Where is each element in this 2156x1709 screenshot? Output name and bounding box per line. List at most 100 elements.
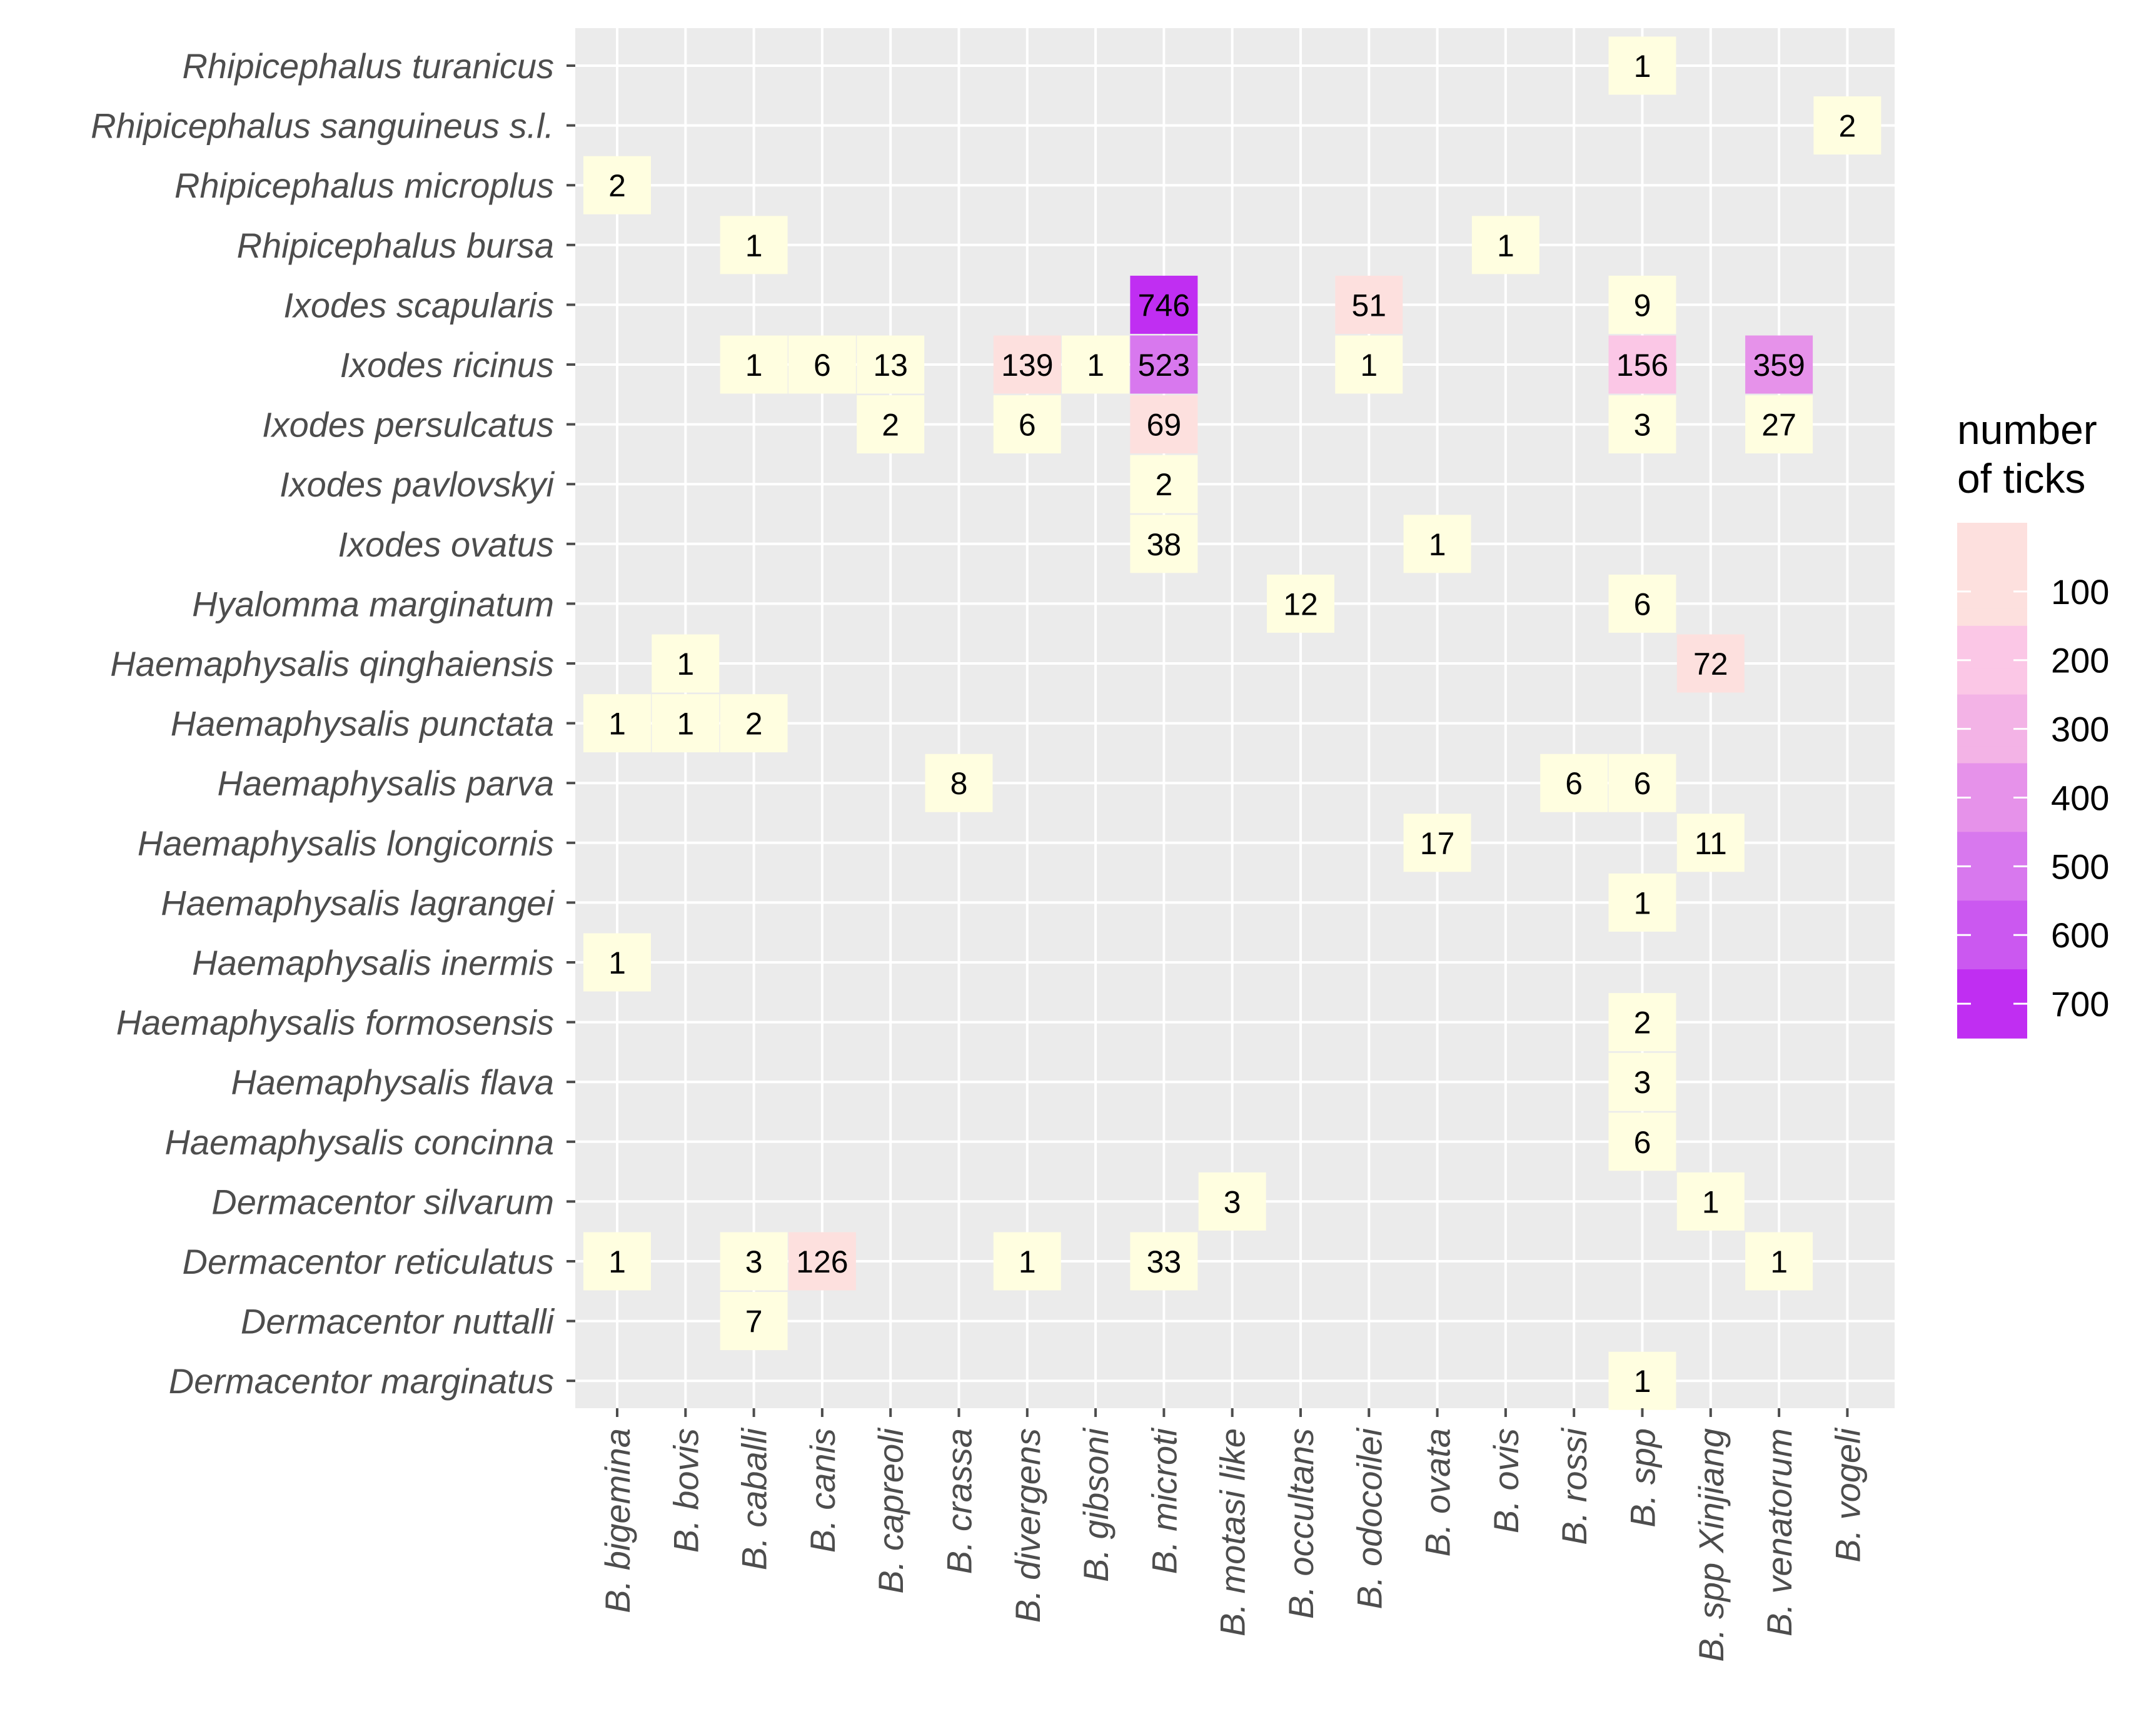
y-tick-label: Dermacentor silvarum xyxy=(211,1182,554,1221)
legend-color-step xyxy=(1957,789,2027,799)
legend-color-step xyxy=(1957,720,2027,730)
cell-value-label: 1 xyxy=(608,945,626,981)
cell-value-label: 27 xyxy=(1761,408,1796,443)
legend-color-step xyxy=(1957,977,2027,987)
cell-fill xyxy=(583,933,651,992)
legend-color-step xyxy=(1957,935,2027,944)
heatmap-cell: 1 xyxy=(1403,515,1471,573)
cell-fill xyxy=(788,1232,856,1291)
legend-color-step xyxy=(1957,712,2027,721)
heatmap-cell: 17 xyxy=(1403,814,1471,872)
legend-color-step xyxy=(1957,677,2027,687)
y-tick-label: Haemaphysalis lagrangei xyxy=(161,883,555,922)
heatmap-cell: 2 xyxy=(1608,993,1676,1052)
legend-color-step xyxy=(1957,763,2027,773)
heatmap-cell: 8 xyxy=(925,754,993,812)
heatmap-cell: 6 xyxy=(993,395,1061,454)
y-tick-label: Haemaphysalis qinghaiensis xyxy=(110,644,554,683)
cell-value-label: 1 xyxy=(1634,1364,1651,1399)
heatmap-cell: 1 xyxy=(583,933,651,992)
legend-color-step xyxy=(1957,617,2027,627)
cell-fill xyxy=(1130,515,1198,573)
cell-fill xyxy=(1540,754,1608,812)
legend-color-step xyxy=(1957,849,2027,859)
cell-value-label: 1 xyxy=(677,707,694,742)
cell-value-label: 1 xyxy=(1497,228,1514,263)
heatmap-cell: 1 xyxy=(1676,1172,1745,1231)
legend-color-step xyxy=(1957,780,2027,790)
cell-fill xyxy=(1608,36,1676,95)
cell-value-label: 9 xyxy=(1634,288,1651,323)
heatmap-cell: 1 xyxy=(993,1232,1061,1291)
heatmap-cell: 7 xyxy=(720,1292,788,1351)
x-tick-label: B. caballi xyxy=(735,1427,774,1570)
heatmap-cell: 1 xyxy=(1062,335,1130,394)
legend-color-step xyxy=(1957,694,2027,704)
cell-fill xyxy=(1745,395,1813,454)
cell-value-label: 746 xyxy=(1138,288,1190,323)
legend-color-step xyxy=(1957,875,2027,884)
heatmap-cell: 51 xyxy=(1335,275,1403,334)
heatmap-cell: 1 xyxy=(1471,216,1539,275)
x-tick-label: B. motasi like xyxy=(1213,1428,1252,1636)
heatmap-cell: 156 xyxy=(1608,335,1676,394)
cell-fill xyxy=(652,634,720,693)
cell-value-label: 6 xyxy=(1634,766,1651,801)
cell-fill xyxy=(720,216,788,275)
cell-value-label: 72 xyxy=(1693,647,1728,682)
legend-color-step xyxy=(1957,917,2027,927)
cell-fill xyxy=(1608,1351,1676,1410)
legend-color-step xyxy=(1957,866,2027,875)
heatmap-cell: 38 xyxy=(1130,515,1198,573)
y-tick-label: Haemaphysalis flava xyxy=(231,1062,554,1102)
heatmap-cell: 6 xyxy=(1608,574,1676,633)
legend-color-step xyxy=(1957,952,2027,962)
y-axis: Rhipicephalus turanicus Rhipicephalus san… xyxy=(91,46,575,1401)
legend-color-step xyxy=(1957,737,2027,747)
legend-color-step xyxy=(1957,608,2027,618)
cell-fill xyxy=(1608,754,1676,812)
x-tick-label: B. ovata xyxy=(1418,1428,1458,1556)
legend-tick-label: 400 xyxy=(2051,778,2109,817)
heatmap-cell: 2 xyxy=(1813,96,1881,155)
cell-fill xyxy=(1130,275,1198,334)
legend-color-step xyxy=(1957,1021,2027,1031)
heatmap-cell: 1 xyxy=(583,1232,651,1291)
legend-color-step xyxy=(1957,634,2027,644)
heatmap-cell: 3 xyxy=(1608,1052,1676,1111)
legend-tick-label: 600 xyxy=(2051,915,2109,955)
heatmap-cell: 2 xyxy=(1130,455,1198,513)
y-tick-label: Rhipicephalus microplus xyxy=(174,166,554,205)
cell-value-label: 139 xyxy=(1001,348,1053,383)
heatmap-cell: 2 xyxy=(857,395,925,454)
cell-fill xyxy=(1062,335,1130,394)
cell-value-label: 1 xyxy=(677,647,694,682)
cell-value-label: 2 xyxy=(1155,467,1172,502)
heatmap-cell: 1 xyxy=(652,694,720,753)
x-tick-label: B. crassa xyxy=(940,1428,979,1574)
heatmap-cell: 359 xyxy=(1745,335,1813,394)
y-tick-label: Rhipicephalus turanicus xyxy=(182,46,554,86)
legend-color-step xyxy=(1957,660,2027,670)
cell-value-label: 38 xyxy=(1147,527,1182,562)
legend-tick-label: 200 xyxy=(2051,641,2109,680)
legend-color-step xyxy=(1957,565,2027,575)
legend-color-step xyxy=(1957,523,2027,532)
cell-fill xyxy=(1335,335,1403,394)
cell-value-label: 1 xyxy=(1634,49,1651,84)
x-tick-label: B. bigemina xyxy=(598,1428,637,1613)
y-tick-label: Ixodes persulcatus xyxy=(262,405,554,445)
cell-value-label: 359 xyxy=(1753,348,1805,383)
legend-color-step xyxy=(1957,909,2027,919)
heatmap-cell: 6 xyxy=(1540,754,1608,812)
legend-color-step xyxy=(1957,960,2027,970)
legend-title-line1: number xyxy=(1957,406,2097,453)
x-tick-label: B. odocoilei xyxy=(1349,1427,1389,1609)
cell-fill xyxy=(583,1232,651,1291)
heatmap-cell: 13 xyxy=(857,335,925,394)
legend-color-step xyxy=(1957,652,2027,661)
cell-fill xyxy=(1745,1232,1813,1291)
cell-fill xyxy=(1745,335,1813,394)
